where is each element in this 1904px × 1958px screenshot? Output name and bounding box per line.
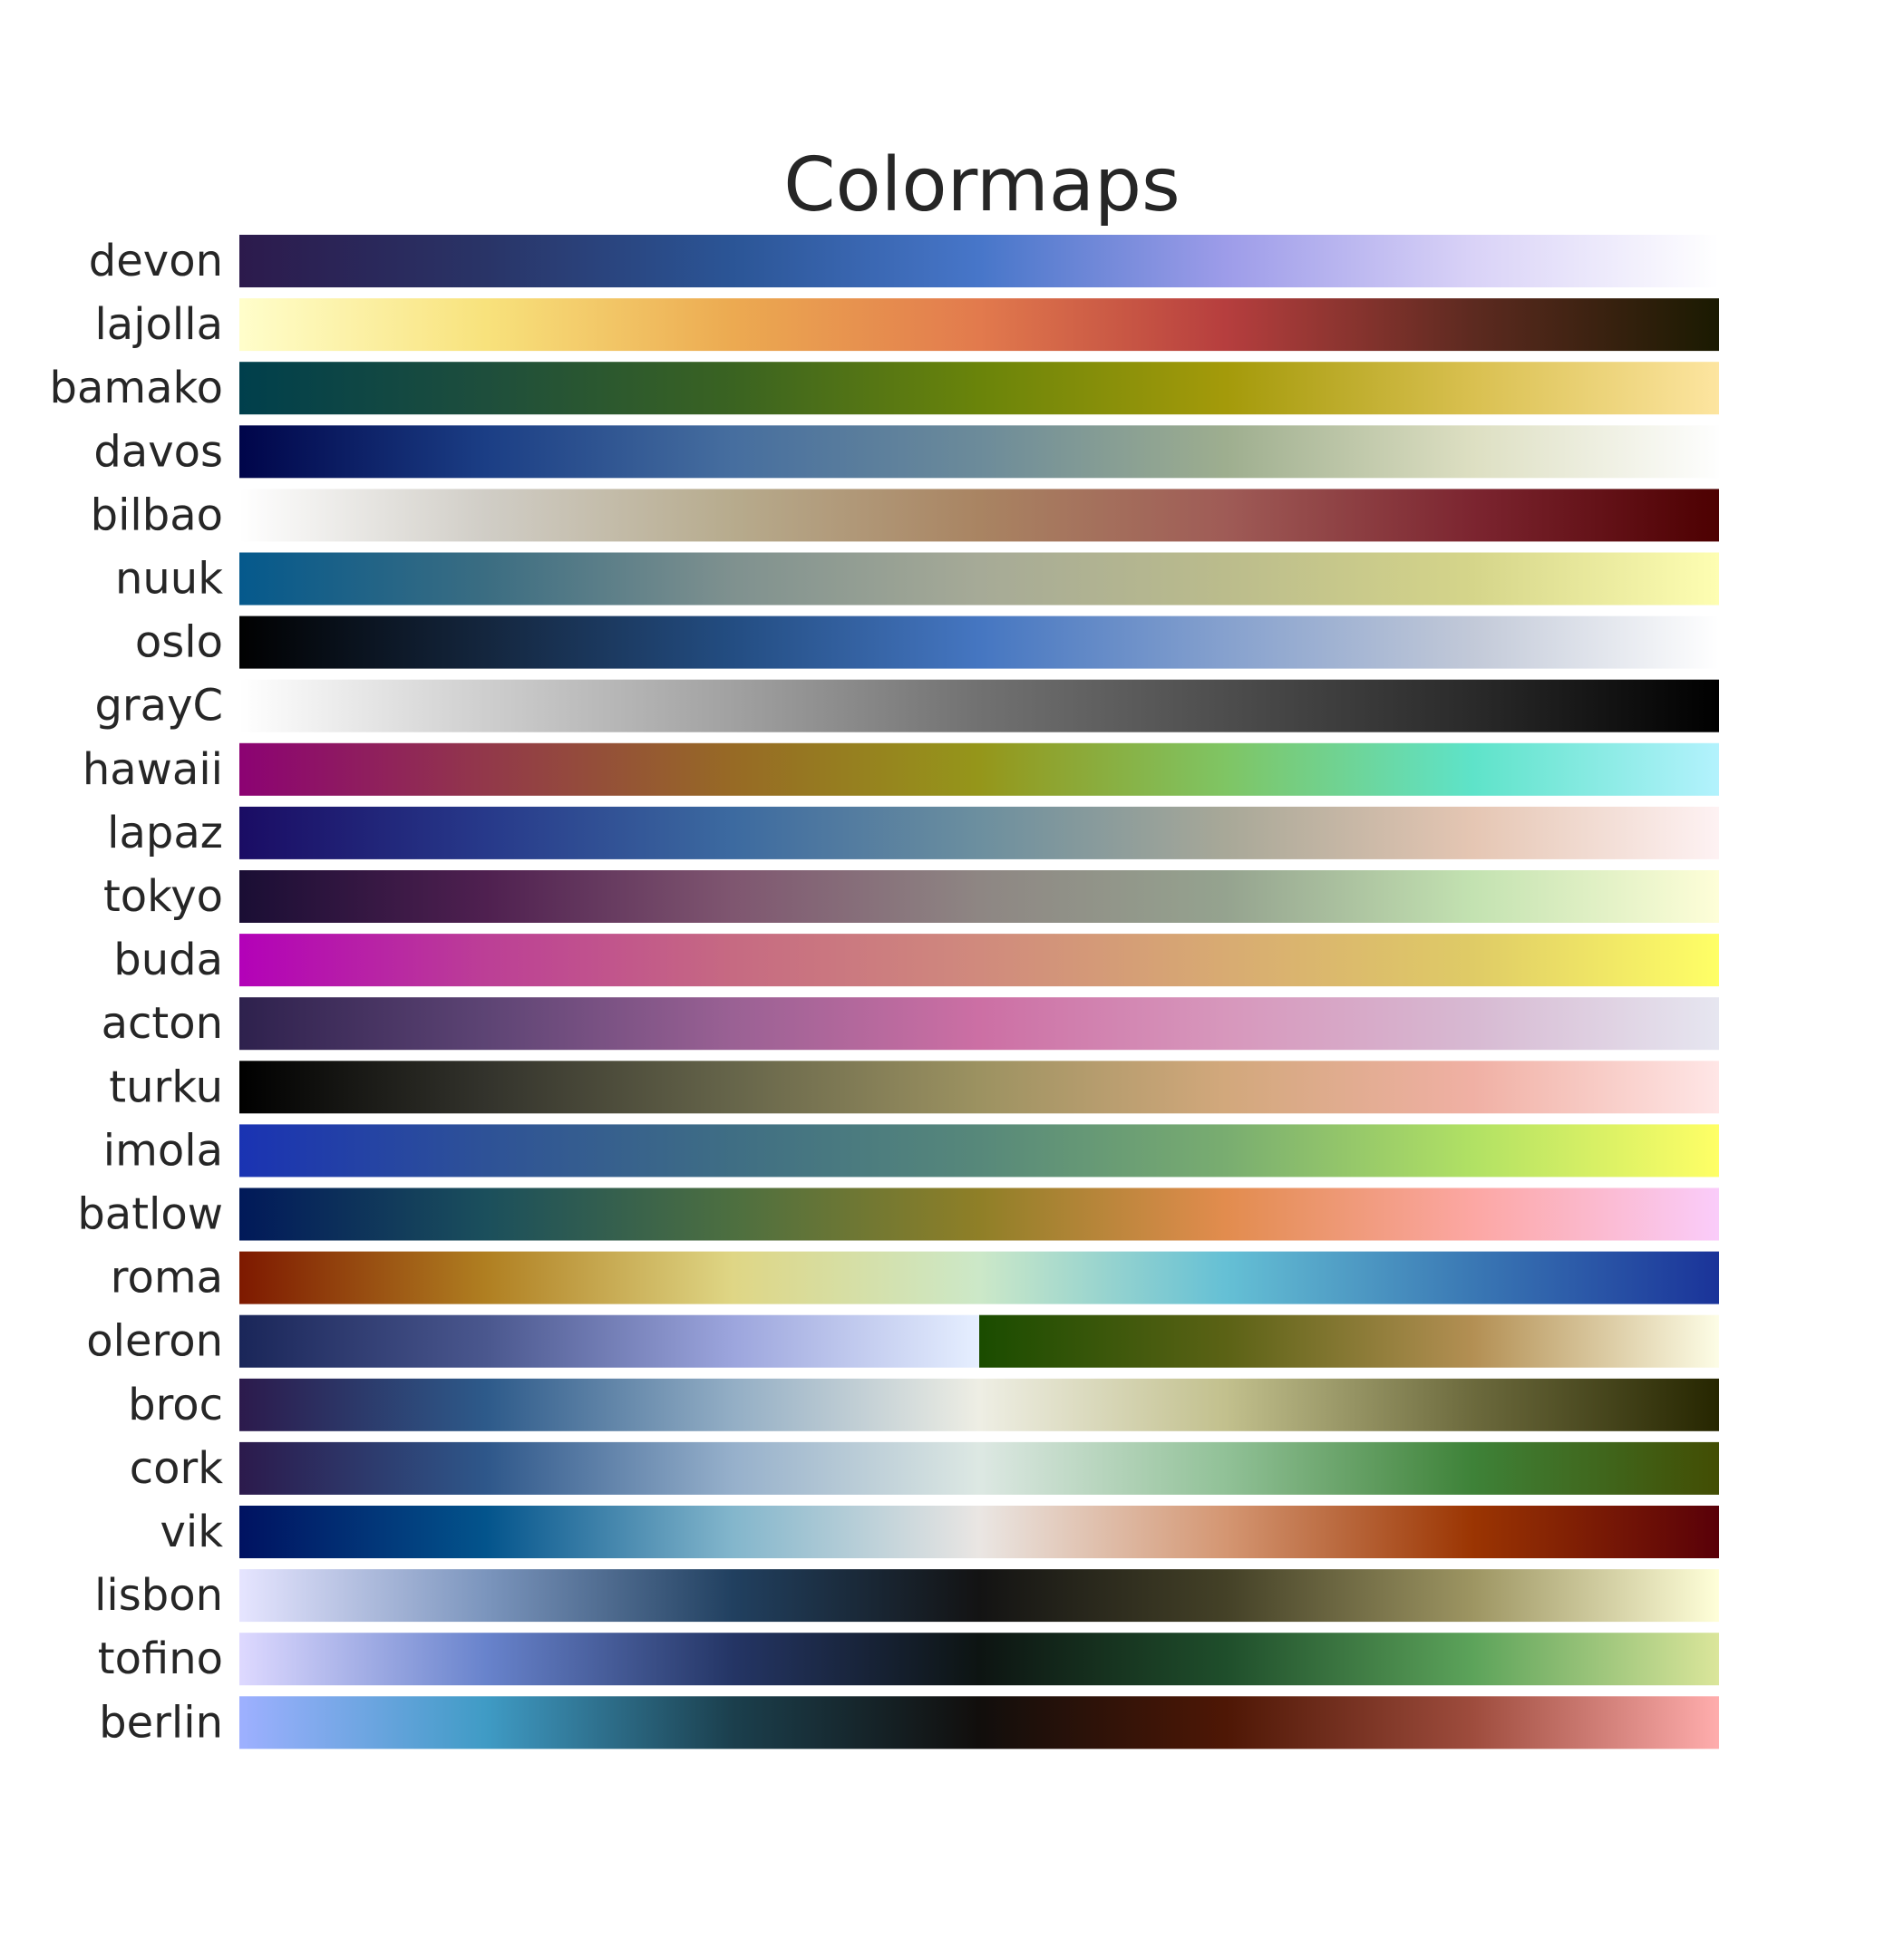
colormap-row-berlin: berlin <box>99 1696 1719 1750</box>
colormap-label: batlow <box>77 1189 223 1240</box>
colormap-row-buda: buda <box>113 934 1719 987</box>
colormap-strip <box>239 489 1719 542</box>
colormap-strip <box>239 1633 1719 1686</box>
colormap-row-acton: acton <box>102 997 1719 1051</box>
colormap-label: oslo <box>135 617 223 668</box>
colormap-row-bilbao: bilbao <box>91 489 1719 542</box>
colormap-strip <box>239 934 1719 987</box>
colormap-strip <box>239 1187 1719 1241</box>
colormap-row-oslo: oslo <box>135 616 1719 669</box>
colormap-label: lisbon <box>94 1570 223 1621</box>
colormap-row-devon: devon <box>89 235 1719 287</box>
colormap-strips: devon lajolla bamako davos bilbao nuuk oslo gra… <box>49 235 1719 1750</box>
colormap-row-lapaz: lapaz <box>107 806 1719 859</box>
colormap-strip <box>239 425 1719 479</box>
colormap-strip <box>239 1569 1719 1623</box>
colormap-row-tofino: tofino <box>98 1633 1719 1686</box>
colormap-label: roma <box>111 1253 223 1304</box>
colormap-strip <box>239 1124 1719 1178</box>
colormap-row-davos: davos <box>93 425 1719 479</box>
colormap-strip <box>239 1506 1719 1558</box>
colormap-strip <box>239 552 1719 606</box>
colormap-row-oleron: oleron <box>86 1314 1719 1368</box>
colormap-row-lajolla: lajolla <box>94 298 1719 352</box>
colormap-strip <box>239 870 1719 923</box>
colormap-strip <box>239 1061 1719 1114</box>
colormap-label: buda <box>113 935 223 985</box>
chart-title: Colormaps <box>783 142 1180 228</box>
colormap-row-tokyo: tokyo <box>103 870 1719 923</box>
colormap-label: vik <box>160 1507 223 1557</box>
colormap-label: acton <box>102 998 223 1049</box>
colormap-row-grayC: grayC <box>94 679 1719 732</box>
colormap-strip <box>239 742 1719 796</box>
colormap-strip <box>239 1696 1719 1750</box>
colormap-row-nuuk: nuuk <box>115 552 1719 606</box>
colormap-strip <box>239 806 1719 859</box>
colormap-strip <box>239 1251 1719 1304</box>
colormap-strip <box>239 1378 1719 1431</box>
colormap-label: broc <box>128 1380 223 1430</box>
colormap-strip <box>239 679 1719 732</box>
colormap-row-batlow: batlow <box>77 1187 1719 1241</box>
colormap-row-imola: imola <box>103 1124 1719 1178</box>
colormap-label: lajolla <box>94 299 223 350</box>
colormap-row-broc: broc <box>128 1378 1719 1431</box>
colormap-label: lapaz <box>107 808 223 858</box>
colormap-label: nuuk <box>115 554 223 605</box>
colormap-strip <box>239 1441 1719 1495</box>
colormap-strip <box>239 616 1719 669</box>
colormap-strip-segment <box>239 1314 979 1368</box>
colormap-row-hawaii: hawaii <box>83 742 1719 796</box>
colormap-label: berlin <box>99 1697 223 1748</box>
colormap-label: davos <box>93 426 223 477</box>
colormap-row-cork: cork <box>130 1441 1719 1495</box>
colormap-label: tofino <box>98 1633 223 1684</box>
colormap-strip <box>239 997 1719 1051</box>
colormap-row-lisbon: lisbon <box>94 1569 1719 1623</box>
colormap-label: bamako <box>49 363 223 413</box>
colormap-row-roma: roma <box>111 1251 1719 1304</box>
colormap-label: hawaii <box>83 744 223 795</box>
colormap-label: imola <box>103 1125 223 1176</box>
colormap-row-bamako: bamako <box>49 362 1719 415</box>
colormap-label: bilbao <box>91 490 223 540</box>
colormap-strip-segment <box>979 1314 1719 1368</box>
colormap-row-vik: vik <box>160 1506 1719 1558</box>
colormap-label: tokyo <box>103 871 223 922</box>
colormap-strip <box>239 298 1719 352</box>
colormap-strip <box>239 235 1719 287</box>
colormap-strip <box>239 362 1719 415</box>
colormap-label: cork <box>130 1443 223 1494</box>
colormap-label: turku <box>109 1061 223 1112</box>
colormap-label: oleron <box>86 1316 223 1367</box>
colormap-row-turku: turku <box>109 1061 1719 1114</box>
colormap-label: devon <box>89 236 223 286</box>
colormap-label: grayC <box>94 681 223 732</box>
